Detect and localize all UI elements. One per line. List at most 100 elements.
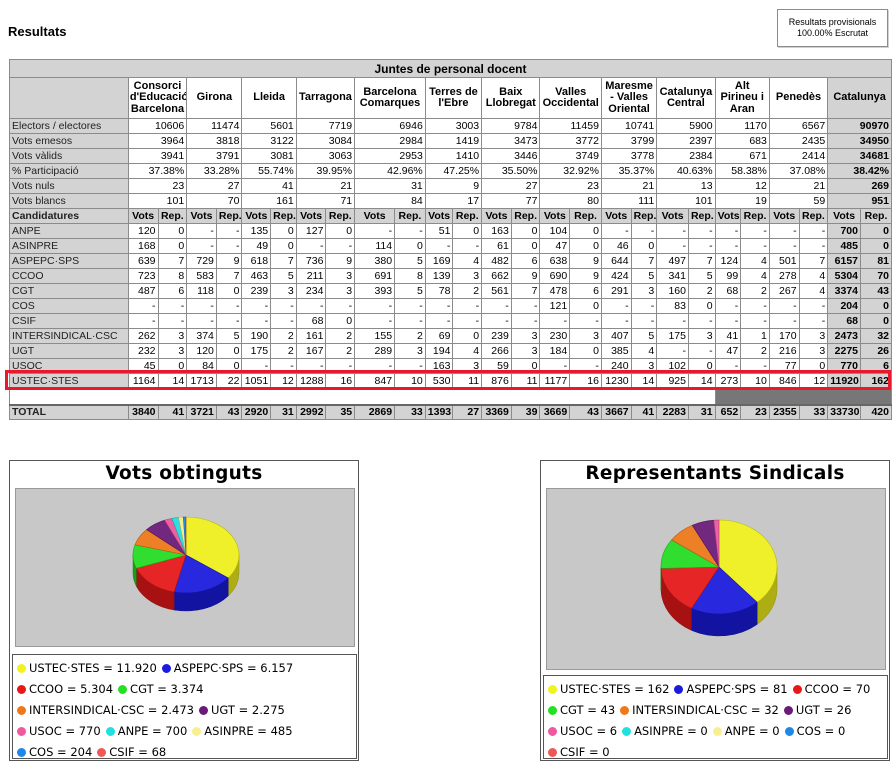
party-cell: 273 bbox=[714, 373, 742, 389]
party-cell: - bbox=[394, 223, 426, 239]
stat-value: 84 bbox=[354, 193, 426, 209]
party-cell: 120 bbox=[186, 343, 217, 359]
legend-label: USOC = 770 bbox=[29, 724, 101, 738]
stat-value: 2435 bbox=[768, 133, 829, 149]
party-cell: - bbox=[270, 298, 297, 314]
stat-total: 34681 bbox=[827, 148, 892, 164]
legend-dot-icon bbox=[97, 748, 107, 757]
party-cell: 127 bbox=[295, 223, 327, 239]
stat-label: Vots vàlids bbox=[9, 148, 129, 164]
region-header: Baix Llobregat bbox=[481, 77, 541, 119]
party-cell: 22 bbox=[215, 373, 243, 389]
party-cell: 10 bbox=[740, 373, 770, 389]
legend-item: UGT = 2.275 bbox=[199, 700, 285, 721]
party-row: USTEC·STES 1164 14 1713 22 1051 12 1288 16 847 10 5… bbox=[9, 373, 892, 389]
party-cell: 4 bbox=[740, 253, 770, 269]
party-row: INTERSINDICAL·CSC 262 3 374 5 190 2 161 2 155 2 69 0… bbox=[9, 328, 892, 344]
party-total-votes: 3374 bbox=[827, 283, 861, 299]
party-cell: - bbox=[768, 298, 800, 314]
stat-value: 2953 bbox=[354, 148, 426, 164]
party-cell: 11 bbox=[452, 373, 483, 389]
total-cell: 3669 bbox=[539, 403, 571, 420]
party-cell: 161 bbox=[295, 328, 327, 344]
party-total-rep: 0 bbox=[860, 238, 892, 254]
party-cell: 59 bbox=[481, 358, 512, 374]
party-cell: - bbox=[687, 343, 716, 359]
stat-value: 3799 bbox=[600, 133, 658, 149]
party-cell: - bbox=[600, 298, 632, 314]
party-cell: - bbox=[452, 238, 483, 254]
party-cell: 267 bbox=[768, 283, 800, 299]
party-cell: 3 bbox=[510, 343, 541, 359]
votes-pie-area bbox=[15, 488, 355, 647]
stat-value: 21 bbox=[768, 178, 829, 194]
pie-slice bbox=[135, 554, 187, 593]
party-cell: 118 bbox=[186, 283, 217, 299]
party-cell: - bbox=[630, 223, 658, 239]
party-cell: 723 bbox=[127, 268, 159, 284]
party-cell: 104 bbox=[539, 223, 571, 239]
party-cell: 618 bbox=[241, 253, 272, 269]
region-header: Alt Pirineu i Aran bbox=[714, 77, 770, 119]
party-cell: - bbox=[157, 313, 188, 329]
reps-pie-area bbox=[546, 488, 886, 670]
party-cell: 1 bbox=[740, 328, 770, 344]
party-cell: 2 bbox=[687, 283, 716, 299]
stat-row: Electors / electores 10606 11474 5601 7719 69… bbox=[9, 118, 892, 134]
party-row: CCOO 723 8 583 7 463 5 211 3 691 8 139 3 662 9 690 9 424 5… bbox=[9, 268, 892, 284]
party-cell: 9 bbox=[510, 268, 541, 284]
rep-col-header: Rep. bbox=[630, 208, 658, 224]
party-cell: - bbox=[452, 298, 483, 314]
legend-label: CSIF = 68 bbox=[109, 745, 167, 759]
stat-label: Electors / electores bbox=[9, 118, 129, 134]
pie-slice bbox=[185, 516, 187, 556]
party-cell: 3 bbox=[394, 343, 426, 359]
pie-slice bbox=[173, 554, 229, 594]
party-cell: 1177 bbox=[539, 373, 571, 389]
party-cell: - bbox=[600, 223, 632, 239]
legend-item: INTERSINDICAL·CSC = 32 bbox=[620, 700, 779, 721]
total-cell: 2920 bbox=[241, 403, 272, 420]
party-total-votes: 204 bbox=[827, 298, 861, 314]
party-cell: - bbox=[656, 223, 689, 239]
party-cell: - bbox=[270, 358, 297, 374]
legend-item: UGT = 26 bbox=[783, 700, 851, 721]
party-cell: - bbox=[510, 313, 541, 329]
party-cell: 169 bbox=[424, 253, 454, 269]
votes-col-header: Vots bbox=[354, 208, 396, 224]
stat-value: 21 bbox=[295, 178, 356, 194]
party-cell: - bbox=[481, 313, 512, 329]
stat-label: Vots emesos bbox=[9, 133, 129, 149]
party-cell: 561 bbox=[481, 283, 512, 299]
party-cell: - bbox=[600, 313, 632, 329]
stat-value: 55.74% bbox=[241, 163, 297, 179]
stat-value: 58.38% bbox=[714, 163, 770, 179]
legend-label: UGT = 2.275 bbox=[211, 703, 285, 717]
stat-value: 37.08% bbox=[768, 163, 829, 179]
legend-item: ANPE = 0 bbox=[712, 721, 780, 742]
party-total-rep: 26 bbox=[860, 343, 892, 359]
party-cell: - bbox=[394, 298, 426, 314]
party-cell: - bbox=[510, 298, 541, 314]
party-cell: 691 bbox=[354, 268, 396, 284]
stat-value: 9 bbox=[424, 178, 483, 194]
stat-value: 1419 bbox=[424, 133, 483, 149]
party-cell: 291 bbox=[600, 283, 632, 299]
party-cell: 341 bbox=[656, 268, 689, 284]
party-cell: 5 bbox=[630, 328, 658, 344]
legend-dot-icon bbox=[17, 664, 26, 673]
total-cell: 33 bbox=[394, 403, 426, 420]
stat-label: % Participació bbox=[9, 163, 129, 179]
party-cell: 14 bbox=[157, 373, 188, 389]
party-cell: - bbox=[295, 358, 327, 374]
party-cell: - bbox=[687, 313, 716, 329]
stat-value: 2384 bbox=[656, 148, 716, 164]
party-cell: 639 bbox=[127, 253, 159, 269]
party-cell: 5 bbox=[630, 268, 658, 284]
party-cell: - bbox=[354, 298, 396, 314]
stat-value: 3063 bbox=[295, 148, 356, 164]
party-row: USOC 45 0 84 0- - - - - -163 3 59 0- -240 3 102 0- -77 0 77… bbox=[9, 358, 892, 374]
party-cell: - bbox=[768, 238, 800, 254]
party-cell: 4 bbox=[452, 253, 483, 269]
total-grand-rep: 420 bbox=[860, 403, 892, 420]
